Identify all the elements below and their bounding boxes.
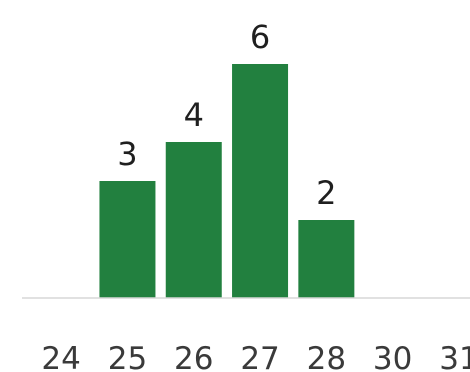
tick-label-26: 26 [174, 341, 213, 372]
bars-layer [99, 64, 355, 298]
value-label-28: 2 [316, 174, 336, 212]
tick-label-27: 27 [240, 341, 279, 372]
value-label-25: 3 [117, 135, 137, 173]
tick-label-28: 28 [307, 341, 346, 372]
bar-26 [165, 142, 222, 298]
x-axis-tick-labels: 24 25 26 27 28 30 31 [41, 341, 470, 372]
tick-label-25: 25 [108, 341, 147, 372]
tick-label-24: 24 [41, 341, 80, 372]
value-labels-layer: 3 4 6 2 [117, 18, 336, 212]
value-label-27: 6 [250, 18, 270, 56]
value-label-26: 4 [184, 96, 204, 134]
bar-27 [232, 64, 289, 298]
bar-25 [99, 181, 156, 298]
tick-label-31: 31 [439, 341, 470, 372]
tick-label-30: 30 [373, 341, 412, 372]
bar-28 [298, 220, 355, 298]
